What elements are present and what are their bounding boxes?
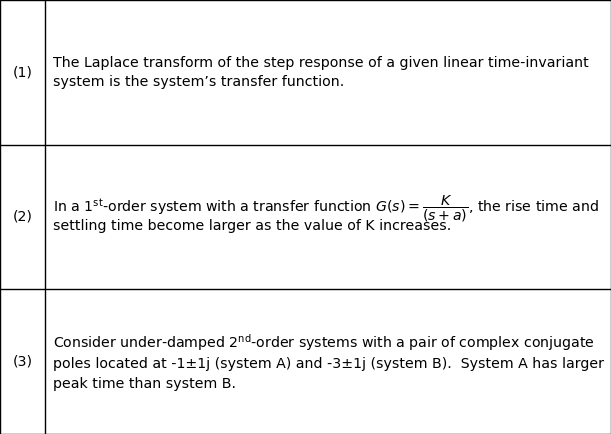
Text: settling time become larger as the value of K increases.: settling time become larger as the value… xyxy=(53,219,451,233)
Text: The Laplace transform of the step response of a given linear time-invariant: The Laplace transform of the step respon… xyxy=(53,56,588,70)
Text: poles located at -1±1j (system A) and -3±1j (system B).  System A has larger: poles located at -1±1j (system A) and -3… xyxy=(53,357,604,371)
Text: (3): (3) xyxy=(13,355,32,368)
Text: In a 1$\mathregular{^{st}}$-order system with a transfer function $G(s) = \dfrac: In a 1$\mathregular{^{st}}$-order system… xyxy=(53,194,598,224)
Text: peak time than system B.: peak time than system B. xyxy=(53,378,236,391)
Text: system is the system’s transfer function.: system is the system’s transfer function… xyxy=(53,75,344,89)
Text: (1): (1) xyxy=(13,65,32,79)
Text: Consider under-damped 2$\mathregular{^{nd}}$-order systems with a pair of comple: Consider under-damped 2$\mathregular{^{n… xyxy=(53,332,594,353)
Text: (2): (2) xyxy=(13,210,32,224)
